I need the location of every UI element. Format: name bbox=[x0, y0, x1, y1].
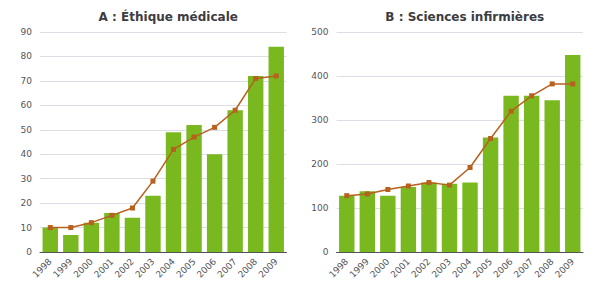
svg-text:2007: 2007 bbox=[512, 256, 535, 279]
svg-text:80: 80 bbox=[21, 51, 33, 61]
svg-text:2009: 2009 bbox=[257, 256, 280, 279]
svg-text:50: 50 bbox=[21, 125, 33, 135]
svg-text:2005: 2005 bbox=[471, 256, 494, 279]
svg-text:A : Éthique médicale: A : Éthique médicale bbox=[99, 9, 238, 24]
svg-text:70: 70 bbox=[21, 76, 33, 86]
svg-text:0: 0 bbox=[323, 247, 329, 257]
svg-text:90: 90 bbox=[21, 27, 33, 37]
svg-text:2003: 2003 bbox=[133, 256, 156, 279]
svg-text:1998: 1998 bbox=[31, 256, 54, 279]
svg-text:2006: 2006 bbox=[491, 256, 514, 279]
svg-text:100: 100 bbox=[311, 203, 328, 213]
svg-text:2009: 2009 bbox=[553, 256, 576, 279]
svg-text:2004: 2004 bbox=[154, 256, 177, 279]
svg-text:2000: 2000 bbox=[368, 256, 391, 279]
svg-text:1999: 1999 bbox=[348, 256, 371, 279]
svg-text:0: 0 bbox=[26, 247, 32, 257]
svg-text:2005: 2005 bbox=[174, 256, 197, 279]
svg-text:30: 30 bbox=[21, 174, 33, 184]
svg-text:2006: 2006 bbox=[195, 256, 218, 279]
svg-text:2002: 2002 bbox=[409, 256, 432, 279]
svg-text:B : Sciences infirmières: B : Sciences infirmières bbox=[385, 10, 544, 24]
svg-text:2003: 2003 bbox=[430, 256, 453, 279]
svg-text:2007: 2007 bbox=[215, 256, 238, 279]
svg-text:60: 60 bbox=[21, 100, 33, 110]
svg-text:2000: 2000 bbox=[72, 256, 95, 279]
svg-text:2002: 2002 bbox=[113, 256, 136, 279]
svg-text:200: 200 bbox=[311, 159, 328, 169]
svg-text:40: 40 bbox=[21, 149, 33, 159]
svg-text:300: 300 bbox=[311, 115, 328, 125]
svg-text:1999: 1999 bbox=[51, 256, 74, 279]
svg-text:1998: 1998 bbox=[327, 256, 350, 279]
svg-text:400: 400 bbox=[311, 71, 328, 81]
svg-text:2004: 2004 bbox=[450, 256, 473, 279]
svg-text:2001: 2001 bbox=[389, 256, 412, 279]
svg-text:10: 10 bbox=[21, 223, 33, 233]
svg-text:2008: 2008 bbox=[532, 256, 555, 279]
svg-text:500: 500 bbox=[311, 27, 328, 37]
svg-text:20: 20 bbox=[21, 198, 33, 208]
svg-text:2001: 2001 bbox=[92, 256, 115, 279]
svg-text:2008: 2008 bbox=[236, 256, 259, 279]
